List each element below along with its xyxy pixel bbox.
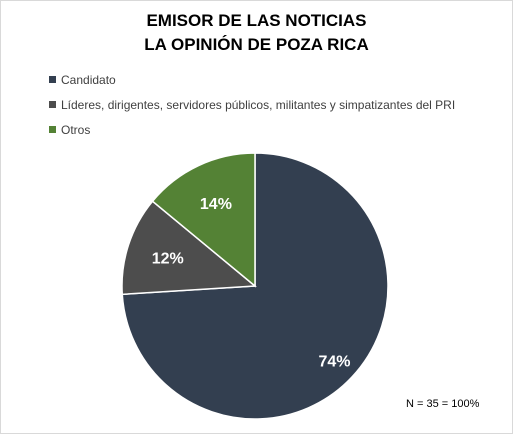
legend-swatch [49,76,56,83]
legend-item-lideres: Líderes, dirigentes, servidores públicos… [49,92,455,117]
data-label-lideres: 12% [152,251,184,268]
pie-slice-otros [151,152,256,288]
legend: Candidato Líderes, dirigentes, servidore… [49,67,455,142]
data-label-candidato: 74% [318,354,350,371]
legend-swatch [49,101,56,108]
legend-label: Líderes, dirigentes, servidores públicos… [61,97,456,112]
pie-slice-lideres [121,200,257,296]
legend-swatch [49,126,56,133]
legend-item-otros: Otros [49,117,455,142]
sample-size-note: N = 35 = 100% [406,398,480,410]
legend-label: Otros [61,122,91,137]
legend-item-candidato: Candidato [49,67,455,92]
legend-label: Candidato [61,72,116,87]
chart-subtitle: LA OPINIÓN DE POZA RICA [144,35,369,54]
chart-title: EMISOR DE LAS NOTICIAS [146,11,367,30]
data-label-otros: 14% [200,196,232,213]
